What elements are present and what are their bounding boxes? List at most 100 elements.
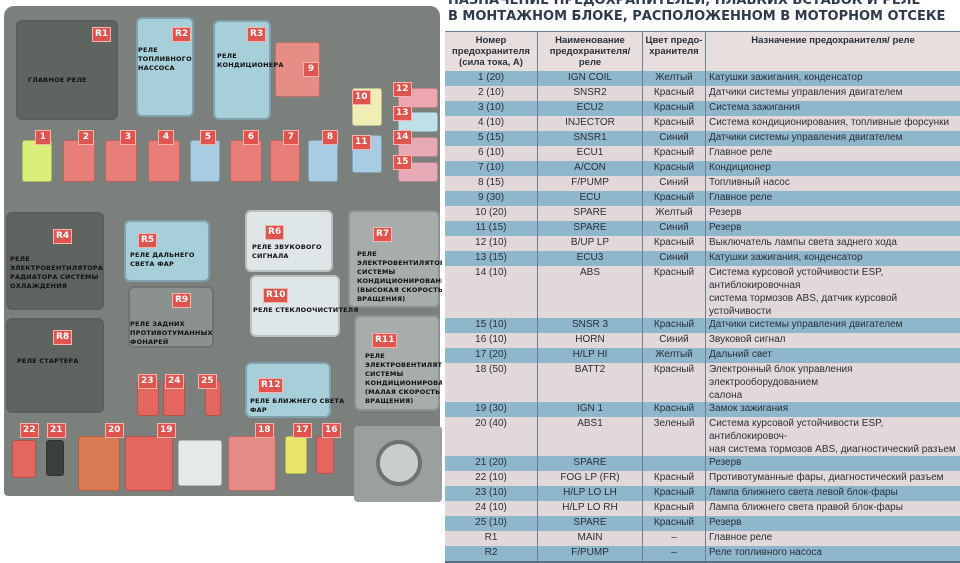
fuse-name: ABS1 bbox=[538, 417, 643, 456]
relay-badge-r8: R8 bbox=[53, 330, 72, 345]
fuse-badge-14: 14 bbox=[393, 130, 412, 145]
fuse-number: 16 (10) bbox=[445, 333, 538, 348]
fuse-purpose: Замок зажигания bbox=[706, 402, 960, 417]
fuse-color: Красный bbox=[643, 471, 706, 486]
fuse-purpose: Кондиционер bbox=[706, 161, 960, 176]
relay-badge-r9: R9 bbox=[172, 293, 191, 308]
fuse-color: Красный bbox=[643, 236, 706, 251]
fuse-purpose: Выключатель лампы света заднего хода bbox=[706, 236, 960, 251]
fuse-name: H/LP LO RH bbox=[538, 501, 643, 516]
relay-label-r6: РЕЛЕ ЗВУКОВОГО СИГНАЛА bbox=[252, 243, 322, 261]
fuse-badge-2: 2 bbox=[78, 130, 94, 145]
fuse-color: Красный bbox=[643, 318, 706, 333]
relay-badge-r1: R1 bbox=[92, 27, 111, 42]
fuse-badge-1: 1 bbox=[35, 130, 51, 145]
fuse-number: 10 (20) bbox=[445, 206, 538, 221]
fuse-purpose: Лампа ближнего света правой блок-фары bbox=[706, 501, 960, 516]
fuse-name: ECU3 bbox=[538, 251, 643, 266]
relay-label-r7: РЕЛЕ ЭЛЕКТРОВЕНТИЛЯТОРА СИСТЕМЫ КОНДИЦИО… bbox=[357, 250, 452, 304]
fuse-7 bbox=[270, 140, 300, 182]
fuse-color: Красный bbox=[643, 86, 706, 101]
fuse-number: 17 (20) bbox=[445, 348, 538, 363]
relay-badge-r5: R5 bbox=[138, 233, 157, 248]
fuse-purpose: Дальний свет bbox=[706, 348, 960, 363]
fuse-table-panel: НАЗНАЧЕНИЕ ПРЕДОХРАНИТЕЛЕЙ, ПЛАВКИХ ВСТА… bbox=[442, 0, 960, 532]
fuse-20 bbox=[78, 436, 120, 491]
fuse-name: SNSR2 bbox=[538, 86, 643, 101]
fuse-number: 12 (10) bbox=[445, 236, 538, 251]
fuse-color: Синий bbox=[643, 251, 706, 266]
fuse-name: BATT2 bbox=[538, 363, 643, 402]
fuse-3 bbox=[105, 140, 137, 182]
fuse-purpose: Главное реле bbox=[706, 146, 960, 161]
relay-label-r12: РЕЛЕ БЛИЖНЕГО СВЕТА ФАР bbox=[250, 397, 344, 415]
fuse-purpose: Система курсовой устойчивости ESP, антиб… bbox=[706, 266, 960, 318]
fuse-color: Красный bbox=[643, 101, 706, 116]
relay-badge-r10: R10 bbox=[263, 288, 288, 303]
fuse-18 bbox=[228, 436, 276, 491]
fuse-name: F/PUMP bbox=[538, 176, 643, 191]
fuse-number: 24 (10) bbox=[445, 501, 538, 516]
fuse-badge-6: 6 bbox=[243, 130, 259, 145]
fuse-16 bbox=[316, 436, 334, 474]
fuse-name: SPARE bbox=[538, 206, 643, 221]
fuse-number: 23 (10) bbox=[445, 486, 538, 501]
fuse-color: Красный bbox=[643, 116, 706, 131]
fuse-purpose: Противотуманные фары, диагностический ра… bbox=[706, 471, 960, 486]
fuse-name: SPARE bbox=[538, 516, 643, 531]
fuse-purpose: Датчики системы управления двигателем bbox=[706, 131, 960, 146]
fuse-purpose: Катушки зажигания, конденсатор bbox=[706, 251, 960, 266]
fuse-purpose: Датчики системы управления двигателем bbox=[706, 86, 960, 101]
fuse-number: 6 (10) bbox=[445, 146, 538, 161]
table-title-line2: В МОНТАЖНОМ БЛОКЕ, РАСПОЛОЖЕННОМ В МОТОР… bbox=[448, 9, 945, 24]
fuse-number: 7 (10) bbox=[445, 161, 538, 176]
fuse-name: ECU1 bbox=[538, 146, 643, 161]
fuse-purpose: Главное реле bbox=[706, 191, 960, 206]
relay-label-r1: ГЛАВНОЕ РЕЛЕ bbox=[28, 76, 87, 85]
fuse-name: SPARE bbox=[538, 221, 643, 236]
fuse-number: 4 (10) bbox=[445, 116, 538, 131]
relay-badge-r11: R11 bbox=[372, 333, 397, 348]
fuse-badge-11: 11 bbox=[352, 135, 371, 150]
fuse-purpose: Резерв bbox=[706, 456, 960, 471]
fuse-purpose: Резерв bbox=[706, 221, 960, 236]
fuse-number: 8 (15) bbox=[445, 176, 538, 191]
fuse-name: ECU2 bbox=[538, 101, 643, 116]
fuse-name: IGN COIL bbox=[538, 71, 643, 86]
fuse-badge-21: 21 bbox=[47, 423, 66, 438]
fuse-badge-5: 5 bbox=[200, 130, 216, 145]
fuse-name: HORN bbox=[538, 333, 643, 348]
fuse-badge-13: 13 bbox=[393, 106, 412, 121]
fuse-purpose: Электронный блок управления электрообору… bbox=[706, 363, 960, 402]
fuse-badge-8: 8 bbox=[322, 130, 338, 145]
fuse-22 bbox=[12, 440, 36, 478]
fuse-color: – bbox=[643, 531, 706, 546]
fuse-purpose: Система курсовой устойчивости ESP, антиб… bbox=[706, 417, 960, 456]
fuse-name: INJECTOR bbox=[538, 116, 643, 131]
fuse-name: H/LP HI bbox=[538, 348, 643, 363]
fuse-color: Красный bbox=[643, 191, 706, 206]
fuse-name: SPARE bbox=[538, 456, 643, 471]
fuse-number: 14 (10) bbox=[445, 266, 538, 318]
fuse-table: Номер предохранителя (сила тока, А) Наим… bbox=[445, 31, 960, 563]
fuse-color: Синий bbox=[643, 333, 706, 348]
fuse-badge-24: 24 bbox=[165, 374, 184, 389]
fuse-badge-25: 25 bbox=[198, 374, 217, 389]
relay-label-r10: РЕЛЕ СТЕКЛООЧИСТИТЕЛЯ bbox=[253, 306, 359, 315]
relay-label-r2: РЕЛЕ ТОПЛИВНОГО НАССОСА bbox=[138, 46, 192, 73]
